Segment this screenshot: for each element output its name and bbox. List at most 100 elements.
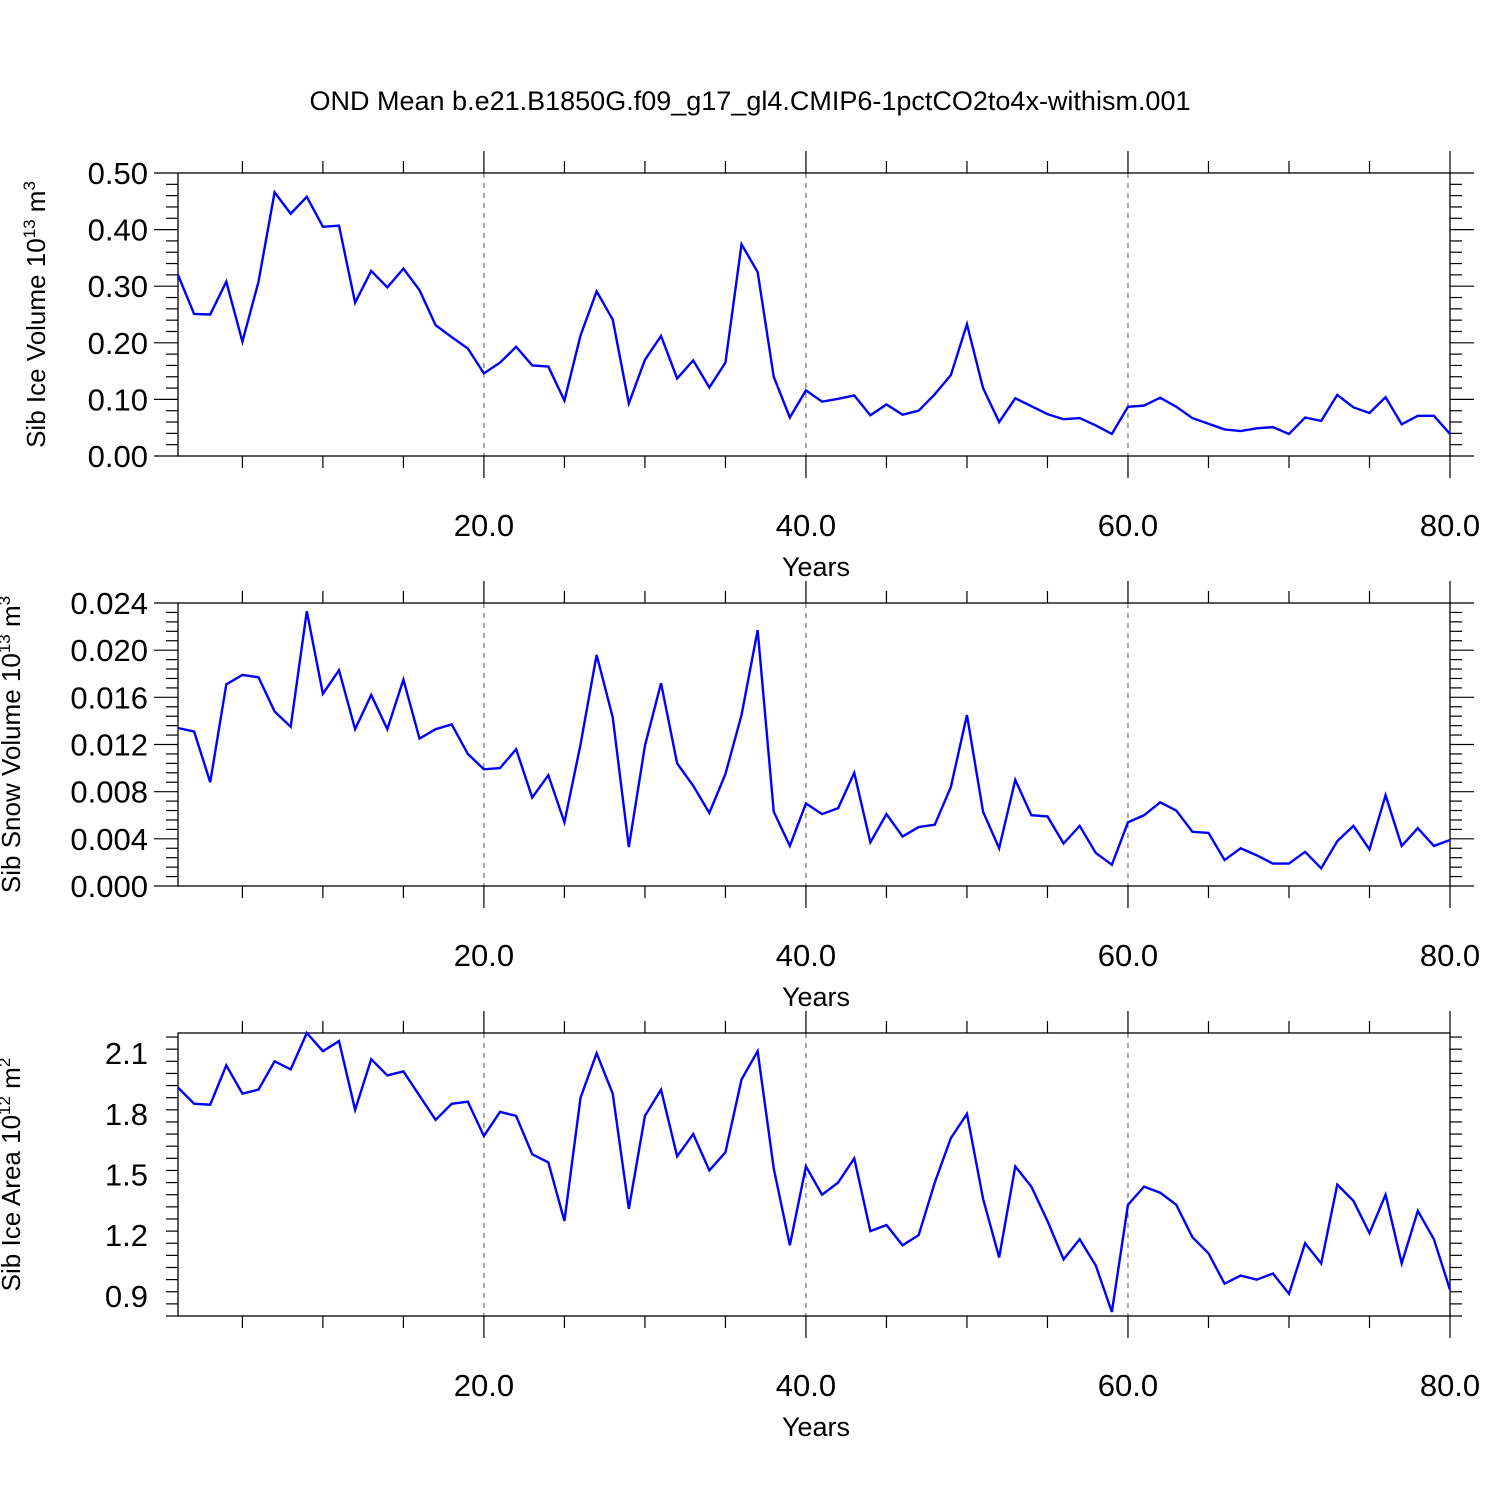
- y-axis-label-main: Sib Ice Volume 10: [21, 238, 51, 448]
- data-point: [1191, 831, 1193, 833]
- data-point: [209, 781, 211, 783]
- x-tick-label: 60.0: [1098, 938, 1158, 973]
- plot-frame: [177, 172, 1451, 457]
- data-point: [467, 753, 469, 755]
- data-point: [885, 403, 887, 405]
- data-point: [966, 323, 968, 325]
- data-point: [756, 629, 758, 631]
- y-tick-label: 0.00: [88, 439, 148, 474]
- data-point: [177, 727, 179, 729]
- data-point: [1159, 801, 1161, 803]
- y-tick-label: 0.024: [70, 586, 148, 621]
- data-point: [241, 1092, 243, 1094]
- data-point: [451, 723, 453, 725]
- x-tick-label: 20.0: [454, 508, 514, 543]
- data-point: [193, 730, 195, 732]
- data-point: [934, 823, 936, 825]
- y-tick-label: 0.9: [105, 1279, 148, 1314]
- data-point: [612, 716, 614, 718]
- data-point: [418, 289, 420, 291]
- y-tick-label: 1.2: [105, 1218, 148, 1253]
- data-point: [322, 1050, 324, 1052]
- data-point: [1288, 862, 1290, 864]
- data-point: [740, 714, 742, 716]
- x-axis-label: Years: [782, 1412, 850, 1442]
- data-point: [821, 400, 823, 402]
- data-point: [1400, 1262, 1402, 1264]
- data-point: [531, 1153, 533, 1155]
- data-point: [338, 669, 340, 671]
- data-point: [595, 1052, 597, 1054]
- data-point: [1191, 417, 1193, 419]
- data-point: [1352, 825, 1354, 827]
- chart-title: OND Mean b.e21.B1850G.f09_g17_gl4.CMIP6-…: [310, 86, 1191, 116]
- data-point: [901, 835, 903, 837]
- y-axis-label-unit_exp: 3: [0, 596, 14, 605]
- data-point: [531, 796, 533, 798]
- data-point: [595, 290, 597, 292]
- x-tick-label: 40.0: [776, 508, 836, 543]
- data-point: [1207, 423, 1209, 425]
- data-point: [434, 728, 436, 730]
- data-point: [1223, 428, 1225, 430]
- data-point: [1111, 864, 1113, 866]
- data-point: [1336, 1183, 1338, 1185]
- data-point: [354, 728, 356, 730]
- data-point: [756, 1050, 758, 1052]
- data-point: [451, 336, 453, 338]
- data-point: [1384, 396, 1386, 398]
- data-point: [901, 413, 903, 415]
- y-tick-label: 0.016: [70, 680, 148, 715]
- x-tick-label: 40.0: [776, 938, 836, 973]
- data-point: [370, 270, 372, 272]
- y-tick-label: 0.50: [88, 156, 148, 191]
- plot-frame: [177, 1032, 1451, 1317]
- data-point: [499, 1111, 501, 1113]
- data-point: [1352, 406, 1354, 408]
- data-point: [1095, 1264, 1097, 1266]
- data-point: [773, 811, 775, 813]
- data-point: [724, 361, 726, 363]
- data-point: [917, 410, 919, 412]
- data-point: [1111, 433, 1113, 435]
- data-point: [660, 335, 662, 337]
- data-point: [1384, 1194, 1386, 1196]
- data-point: [1320, 867, 1322, 869]
- data-point: [644, 744, 646, 746]
- data-point: [1304, 1242, 1306, 1244]
- data-point: [869, 414, 871, 416]
- y-tick-label: 0.004: [70, 822, 148, 857]
- data-point: [1127, 1204, 1129, 1206]
- data-point: [837, 807, 839, 809]
- data-point: [434, 1119, 436, 1121]
- data-point: [177, 1086, 179, 1088]
- data-point: [1417, 827, 1419, 829]
- series-line: [177, 611, 1451, 871]
- data-point: [1062, 842, 1064, 844]
- data-point: [773, 1167, 775, 1169]
- data-point: [950, 1137, 952, 1139]
- data-point: [1046, 413, 1048, 415]
- data-point: [740, 243, 742, 245]
- data-point: [1417, 1210, 1419, 1212]
- x-axis-label: Years: [782, 982, 850, 1012]
- data-point: [547, 1161, 549, 1163]
- y-tick-label: 0.10: [88, 382, 148, 417]
- data-point: [434, 324, 436, 326]
- data-point: [612, 318, 614, 320]
- data-point: [1384, 794, 1386, 796]
- data-point: [982, 387, 984, 389]
- data-point: [1400, 423, 1402, 425]
- data-point: [982, 1198, 984, 1200]
- data-point: [853, 772, 855, 774]
- data-point: [563, 1220, 565, 1222]
- x-tick-label: 80.0: [1420, 938, 1480, 973]
- y-tick-label: 1.5: [105, 1158, 148, 1193]
- data-point: [1175, 809, 1177, 811]
- data-point: [676, 377, 678, 379]
- data-point: [982, 811, 984, 813]
- y-axis-label-unit: m: [0, 1067, 26, 1096]
- data-point: [966, 1113, 968, 1115]
- data-point: [901, 1244, 903, 1246]
